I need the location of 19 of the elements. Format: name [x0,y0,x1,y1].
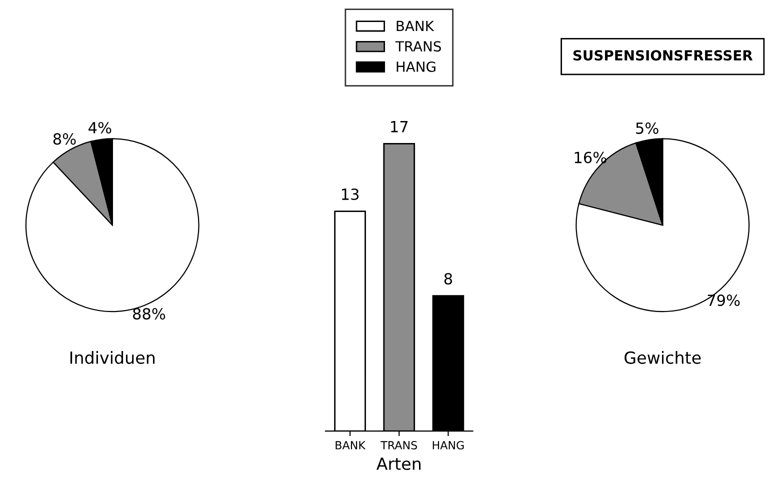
x-tick-label: BANK [336,441,366,450]
x-tick-label: HANG [432,441,464,450]
data-label: 79% [708,294,740,306]
legend-label: TRANS [395,41,441,52]
data-label: 88% [133,308,166,320]
legend-label: HANG [396,61,436,72]
chart-title: SUSPENSIONSFRESSER [573,50,753,61]
x-axis-title: Arten [376,458,421,470]
data-label: 16% [574,152,606,164]
text: Gewichte [624,351,701,364]
x-tick-label: TRANS [380,441,418,450]
data-label: 4% [88,122,112,134]
data-label: 17 [391,121,408,132]
data-label: 5% [636,122,658,134]
data-label: 8 [444,273,452,285]
data-label: 13 [342,188,359,200]
data-label: 8% [53,133,76,145]
text: Individuen [70,351,155,364]
legend-label: BANK [396,20,434,32]
